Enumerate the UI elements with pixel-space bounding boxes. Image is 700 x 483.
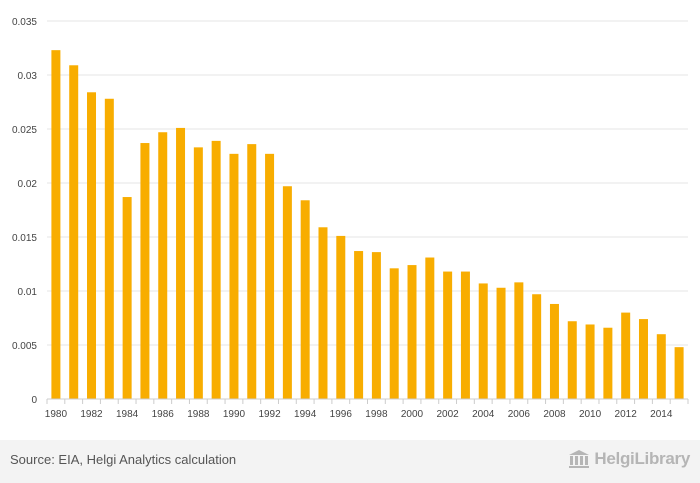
y-tick-label: 0.005 — [12, 341, 37, 352]
bar-2012 — [621, 312, 631, 399]
bar-1988 — [193, 147, 203, 399]
bar-2008 — [549, 303, 559, 399]
x-tick-label: 2004 — [472, 409, 495, 420]
y-tick-label: 0.01 — [18, 287, 38, 298]
bar-2003 — [460, 271, 470, 399]
x-tick-label: 2010 — [579, 409, 602, 420]
y-tick-label: 0.02 — [18, 179, 38, 190]
y-tick-label: 0.03 — [18, 71, 38, 82]
bar-1999 — [389, 268, 399, 399]
bar-1983 — [104, 98, 114, 399]
x-tick-label: 2000 — [401, 409, 424, 420]
bar-2014 — [656, 334, 666, 399]
library-columns-icon — [568, 450, 590, 468]
source-note: Source: EIA, Helgi Analytics calculation — [10, 452, 237, 467]
x-tick-label: 1998 — [365, 409, 388, 420]
bar-1980 — [51, 50, 61, 399]
axes: 0 0.005 0.01 0.015 0.02 0.025 0.03 0.035 1980 198… — [12, 17, 689, 420]
bar-2007 — [532, 294, 542, 399]
bar-1998 — [371, 252, 381, 399]
bar-1984 — [122, 197, 132, 399]
bar-2009 — [567, 321, 577, 399]
brand-name: HelgiLibrary — [594, 449, 690, 468]
bar-1996 — [336, 235, 346, 399]
chart-footer: Source: EIA, Helgi Analytics calculation… — [0, 440, 700, 483]
bar-1982 — [87, 92, 97, 399]
x-tick-label: 2014 — [650, 409, 673, 420]
bar-2001 — [425, 257, 435, 399]
bar-1991 — [247, 144, 257, 399]
bar-2005 — [496, 287, 506, 399]
bar-1993 — [282, 186, 292, 399]
bar-1990 — [229, 153, 239, 399]
x-tick-label: 2008 — [543, 409, 566, 420]
bar-1981 — [69, 65, 79, 399]
x-tick-label: 2002 — [437, 409, 460, 420]
bar-2002 — [443, 271, 453, 399]
bar-2000 — [407, 265, 417, 399]
x-tick-label: 1996 — [330, 409, 353, 420]
brand-logo: HelgiLibrary — [568, 449, 690, 469]
bar-2015 — [674, 347, 684, 399]
y-tick-label: 0 — [31, 395, 37, 406]
bar-1997 — [354, 251, 364, 399]
bar-1987 — [176, 127, 186, 400]
x-tick-label: 1986 — [152, 409, 175, 420]
bar-1992 — [265, 153, 275, 399]
x-tick-label: 1990 — [223, 409, 246, 420]
bar-2004 — [478, 283, 488, 399]
bar-2013 — [638, 319, 648, 399]
y-tick-label: 0.035 — [12, 17, 37, 28]
y-tick-label: 0.015 — [12, 233, 37, 244]
bar-1994 — [300, 200, 310, 399]
y-tick-label: 0.025 — [12, 125, 37, 136]
x-tick-label: 2012 — [615, 409, 638, 420]
x-tick-label: 1980 — [45, 409, 68, 420]
gridlines — [47, 20, 688, 346]
bar-1985 — [140, 143, 150, 399]
x-tick-label: 1992 — [258, 409, 281, 420]
x-tick-label: 2006 — [508, 409, 531, 420]
bar-1995 — [318, 227, 328, 399]
bar-2006 — [514, 282, 524, 399]
bar-2010 — [585, 324, 595, 399]
x-tick-label: 1982 — [80, 409, 103, 420]
x-tick-label: 1994 — [294, 409, 317, 420]
bar-1989 — [211, 140, 221, 399]
bar-series — [51, 50, 684, 400]
x-tick-label: 1984 — [116, 409, 139, 420]
x-tick-label: 1988 — [187, 409, 210, 420]
bar-1986 — [158, 132, 168, 400]
bar-2011 — [603, 327, 613, 399]
